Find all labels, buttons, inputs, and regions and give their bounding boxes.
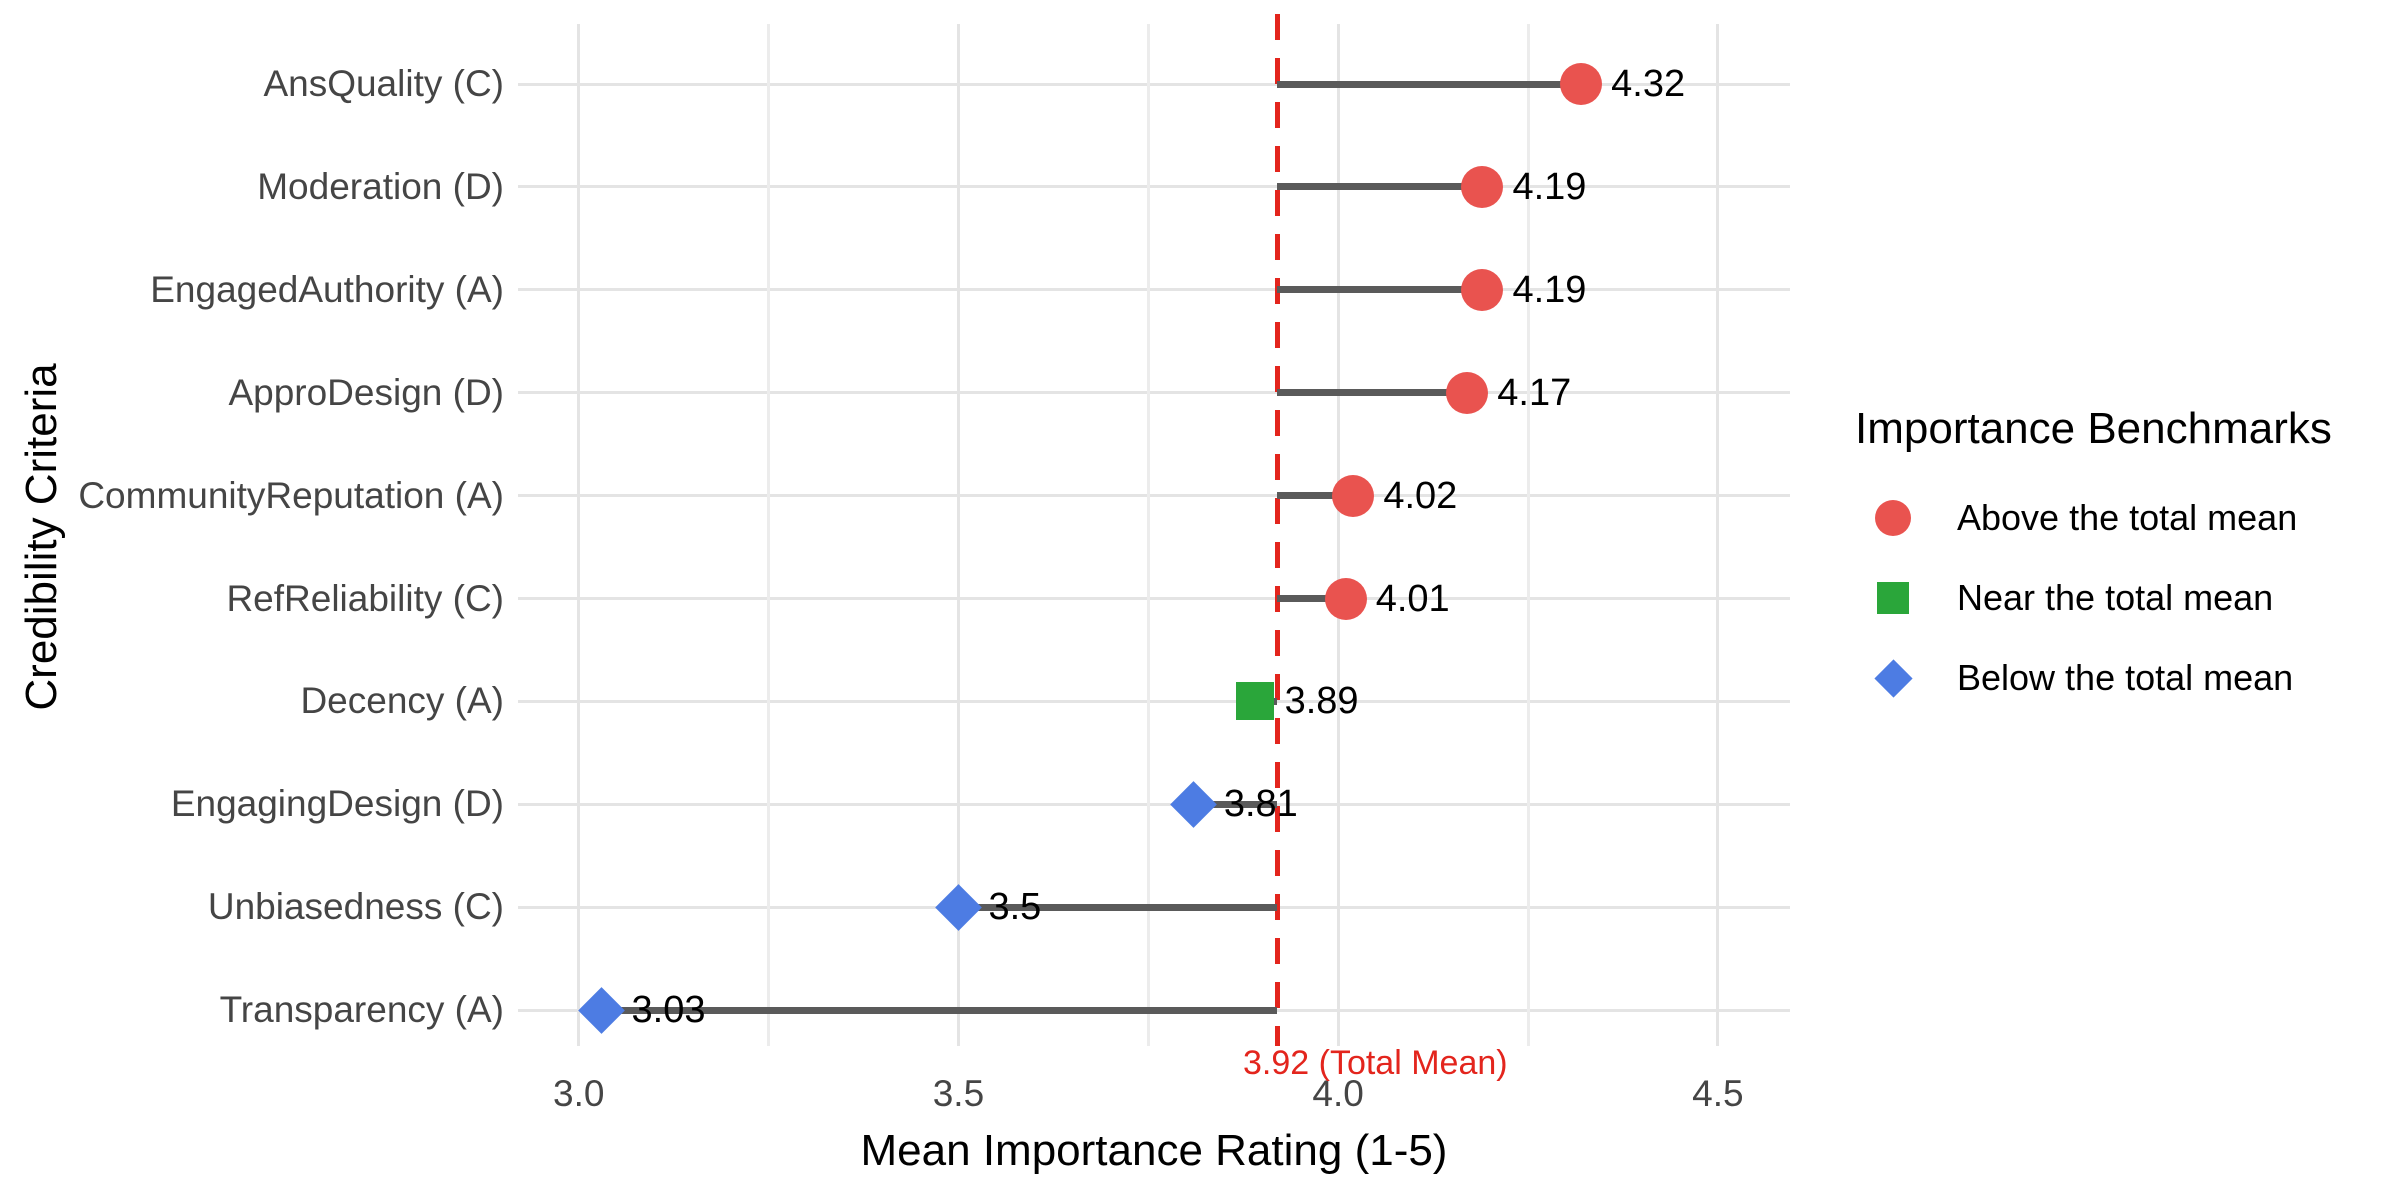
marker-circle-above <box>1461 165 1504 208</box>
legend-item-above: Above the total mean <box>1855 478 2400 558</box>
grid-y-major <box>518 391 1790 395</box>
marker-square-near <box>1235 682 1274 721</box>
stem-segment <box>1277 80 1582 88</box>
legend-item-near: Near the total mean <box>1855 558 2400 638</box>
grid-x-major <box>956 24 960 1046</box>
grid-y-major <box>518 802 1790 806</box>
category-label: ApproDesign (D) <box>228 371 504 413</box>
legend: Importance Benchmarks Above the total me… <box>1855 403 2400 698</box>
grid-x-major <box>1716 24 1720 1046</box>
marker-circle-above <box>1461 268 1504 311</box>
legend-title: Importance Benchmarks <box>1855 404 2332 453</box>
stem-segment <box>1277 595 1346 602</box>
category-label: CommunityReputation (A) <box>78 474 504 516</box>
stem-segment <box>1277 286 1483 294</box>
value-label: 4.02 <box>1383 474 1458 517</box>
stem-segment <box>601 1006 1278 1014</box>
grid-x-minor <box>1526 24 1530 1046</box>
x-axis-title: Mean Importance Rating (1-5) <box>860 1126 1448 1175</box>
stem-segment <box>1277 492 1354 500</box>
stem-segment <box>958 903 1278 911</box>
grid-x-minor <box>767 24 771 1046</box>
legend-item-below: Below the total mean <box>1855 638 2400 718</box>
category-label: AnsQuality (C) <box>263 63 504 104</box>
category-label: Transparency (A) <box>219 989 504 1031</box>
x-tick-label: 3.5 <box>932 1073 985 1114</box>
stem-segment <box>1277 183 1483 191</box>
legend-circle-icon <box>1875 500 1911 536</box>
grid-x-major <box>1336 24 1340 1046</box>
category-label: RefReliability (C) <box>226 577 504 619</box>
value-label: 4.17 <box>1497 371 1572 414</box>
y-axis-title: Credibility Criteria <box>17 363 66 711</box>
stem-segment <box>1193 800 1278 808</box>
value-label: 3.81 <box>1223 783 1298 826</box>
category-label: Decency (A) <box>300 680 504 722</box>
x-tick-label: 3.0 <box>553 1073 605 1114</box>
legend-diamond-icon <box>1873 658 1913 698</box>
category-label: Unbiasedness (C) <box>207 886 504 928</box>
x-tick-label: 4.0 <box>1312 1073 1364 1114</box>
value-label: 3.03 <box>631 989 706 1032</box>
grid-y-major <box>518 185 1790 189</box>
stem-segment <box>1277 389 1468 397</box>
grid-y-major <box>518 82 1790 86</box>
value-label: 3.5 <box>988 886 1042 929</box>
grid-x-major <box>577 24 581 1046</box>
x-tick-label: 4.5 <box>1692 1073 1744 1114</box>
marker-diamond-below <box>578 986 625 1034</box>
marker-diamond-below <box>1170 780 1218 828</box>
grid-y-major <box>518 597 1790 600</box>
total-mean-annotation: 3.92 (Total Mean) <box>1243 1044 1508 1082</box>
marker-circle-above <box>1560 63 1603 105</box>
legend-item-label: Near the total mean <box>1957 577 2274 618</box>
grid-y-major <box>518 288 1790 292</box>
legend-square-icon <box>1877 582 1909 614</box>
category-label: EngagedAuthority (A) <box>150 268 504 310</box>
marker-circle-above <box>1332 474 1375 517</box>
value-label: 4.01 <box>1375 577 1450 620</box>
category-label: EngagingDesign (D) <box>170 783 504 825</box>
value-label: 4.19 <box>1512 165 1587 208</box>
legend-item-label: Below the total mean <box>1957 657 2294 698</box>
value-label: 4.19 <box>1512 268 1587 311</box>
category-label: Moderation (D) <box>257 165 504 207</box>
legend-item-label: Above the total mean <box>1957 497 2298 538</box>
marker-circle-above <box>1324 577 1367 620</box>
value-label: 4.32 <box>1611 63 1686 105</box>
total-mean-dashed-line <box>1274 14 1280 1046</box>
marker-diamond-below <box>935 883 982 931</box>
marker-circle-above <box>1446 371 1489 414</box>
grid-y-major <box>518 699 1790 703</box>
grid-x-minor <box>1146 24 1150 1046</box>
grid-y-major <box>518 494 1790 498</box>
value-label: 3.89 <box>1284 680 1359 723</box>
